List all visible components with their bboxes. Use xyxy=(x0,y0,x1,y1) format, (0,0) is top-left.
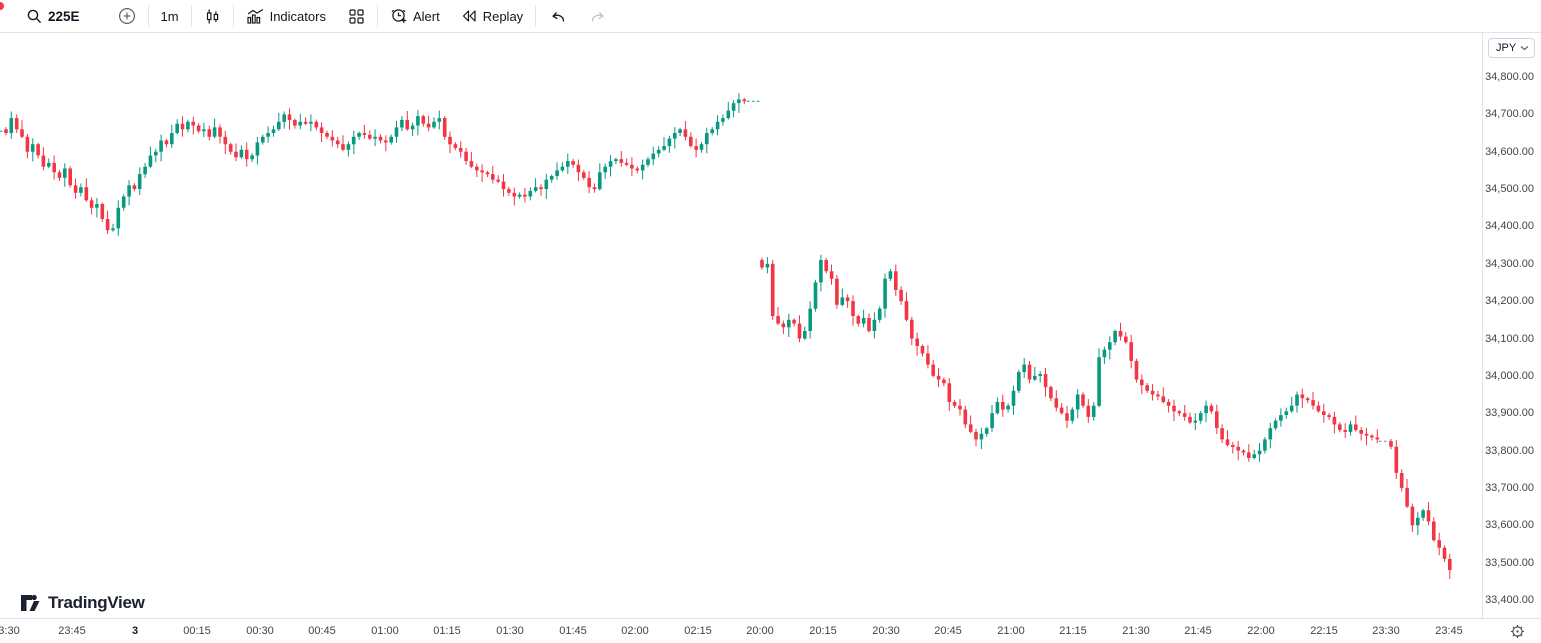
tradingview-logo-text: TradingView xyxy=(48,593,145,612)
chart-style-button[interactable] xyxy=(196,3,229,29)
currency-label: JPY xyxy=(1496,42,1517,54)
chart-area: TradingView JPY 34,800.00 34,700.00 34,600… xyxy=(0,33,1541,618)
time-tick-label: 20:30 xyxy=(872,625,900,637)
price-tick-label: 34,100.00 xyxy=(1485,332,1534,345)
indicators-icon xyxy=(246,8,265,25)
time-tick-label: 23:45 xyxy=(58,625,86,637)
price-tick-label: 34,300.00 xyxy=(1485,257,1534,270)
candlestick-style-icon xyxy=(204,8,221,25)
indicator-templates-button[interactable] xyxy=(340,3,373,29)
time-tick-label: 3:30 xyxy=(0,625,20,637)
time-tick-label: 21:00 xyxy=(997,625,1025,637)
time-tick-label: 22:15 xyxy=(1310,625,1338,637)
grid-squares-icon xyxy=(348,8,365,25)
symbol-search-button[interactable]: 225E xyxy=(18,3,88,29)
compare-add-symbol-button[interactable] xyxy=(110,3,144,29)
replay-label: Replay xyxy=(482,8,524,24)
toolbar-separator xyxy=(535,5,537,27)
price-tick-label: 33,600.00 xyxy=(1485,519,1534,532)
time-tick-label: 02:00 xyxy=(621,625,649,637)
time-tick-label: 00:30 xyxy=(246,625,274,637)
time-tick-label: 01:30 xyxy=(496,625,524,637)
toolbar-separator xyxy=(147,5,149,27)
time-tick-label: 01:45 xyxy=(559,625,587,637)
indicators-label: Indicators xyxy=(269,8,326,24)
time-tick-label: 23:45 xyxy=(1435,625,1463,637)
time-tick-label: 21:15 xyxy=(1059,625,1087,637)
time-tick-label: 20:15 xyxy=(809,625,837,637)
time-tick-label: 23:30 xyxy=(1372,625,1400,637)
time-tick-label: 00:45 xyxy=(308,625,336,637)
candlestick-canvas[interactable] xyxy=(0,33,1482,618)
scales-settings-gear-icon[interactable] xyxy=(1508,622,1526,640)
price-tick-label: 33,900.00 xyxy=(1485,407,1534,420)
plus-circle-icon xyxy=(118,7,136,25)
price-tick-label: 34,600.00 xyxy=(1485,145,1534,158)
time-tick-label: 20:45 xyxy=(934,625,962,637)
tradingview-mark-icon xyxy=(20,593,41,613)
time-tick-label: 00:15 xyxy=(183,625,211,637)
currency-dropdown[interactable]: JPY xyxy=(1488,38,1535,58)
toolbar-separator xyxy=(190,5,192,27)
time-tick-label: 01:15 xyxy=(433,625,461,637)
time-tick-label: 22:00 xyxy=(1247,625,1275,637)
tradingview-logo[interactable]: TradingView xyxy=(20,593,145,613)
redo-arrow-icon xyxy=(589,9,608,24)
undo-arrow-icon xyxy=(548,9,567,24)
price-tick-label: 34,500.00 xyxy=(1485,183,1534,196)
chevron-down-icon xyxy=(1520,45,1529,51)
price-axis[interactable]: JPY 34,800.00 34,700.00 34,600.00 34,500.00… xyxy=(1482,33,1541,618)
price-tick-label: 34,400.00 xyxy=(1485,220,1534,233)
chart-pane[interactable]: TradingView xyxy=(0,33,1482,618)
interval-label: 1m xyxy=(160,8,179,24)
time-axis[interactable]: 3:30 23:45 3 00:15 00:30 00:45 01:00 01:15 01:30… xyxy=(0,618,1541,643)
toolbar-separator xyxy=(376,5,378,27)
time-tick-label: 20:00 xyxy=(746,625,774,637)
price-tick-label: 34,200.00 xyxy=(1485,295,1534,308)
price-tick-label: 33,400.00 xyxy=(1485,594,1534,606)
time-tick-label: 01:00 xyxy=(371,625,399,637)
undo-button[interactable] xyxy=(540,3,575,29)
price-tick-label: 33,800.00 xyxy=(1485,444,1534,457)
price-tick-label: 34,800.00 xyxy=(1485,71,1534,83)
time-tick-label: 21:30 xyxy=(1122,625,1150,637)
redo-button[interactable] xyxy=(581,3,616,29)
alert-clock-icon xyxy=(390,7,408,25)
top-toolbar: 225E 1m xyxy=(0,0,1541,33)
symbol-label: 225E xyxy=(48,8,80,24)
price-tick-label: 34,700.00 xyxy=(1485,108,1534,121)
interval-button[interactable]: 1m xyxy=(153,3,187,29)
time-tick-label: 21:45 xyxy=(1184,625,1212,637)
replay-rewind-icon xyxy=(460,8,478,24)
search-icon xyxy=(26,8,43,25)
price-tick-label: 33,500.00 xyxy=(1485,556,1534,569)
price-tick-label: 34,000.00 xyxy=(1485,369,1534,382)
price-tick-label: 33,700.00 xyxy=(1485,481,1534,494)
replay-button[interactable]: Replay xyxy=(452,3,531,29)
time-tick-label: 02:15 xyxy=(684,625,712,637)
alert-button[interactable]: Alert xyxy=(382,3,448,29)
alert-label: Alert xyxy=(412,8,440,24)
notification-dot xyxy=(0,2,4,10)
toolbar-separator xyxy=(232,5,234,27)
indicators-button[interactable]: Indicators xyxy=(238,3,334,29)
time-tick-label: 3 xyxy=(131,625,139,637)
